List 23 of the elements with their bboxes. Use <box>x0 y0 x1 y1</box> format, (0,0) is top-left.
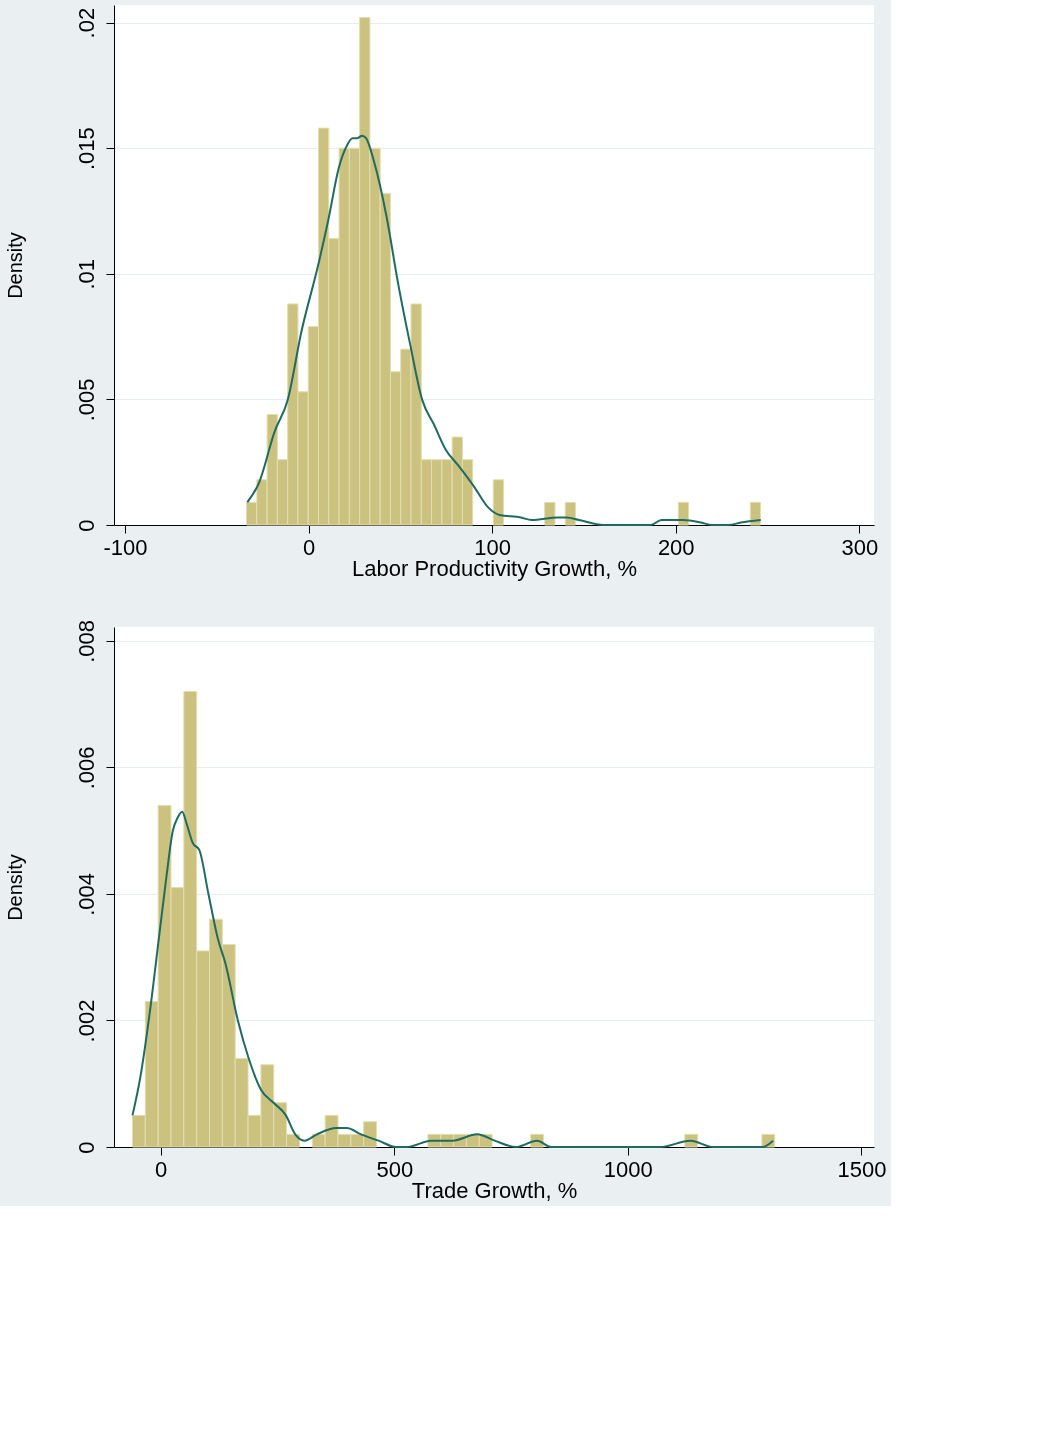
line-series <box>246 134 762 526</box>
x-tick-label: 500 <box>376 1156 414 1182</box>
x-tick-label: 0 <box>302 534 316 560</box>
x-tick-label: 300 <box>841 534 879 560</box>
x-tick-label: 1500 <box>837 1156 887 1182</box>
line-series <box>131 810 775 1148</box>
y-tick-label: .008 <box>73 620 99 663</box>
x-tick-label: 1000 <box>603 1156 653 1182</box>
y-tick-label: .01 <box>73 259 99 290</box>
y-axis-title: Density <box>3 854 26 921</box>
x-tick-label: 200 <box>657 534 695 560</box>
y-tick-label: .006 <box>73 746 99 790</box>
x-tick-label: -100 <box>103 534 148 560</box>
x-axis-title: Trade Growth, % <box>411 1177 578 1203</box>
y-axis-title: Density <box>3 232 26 299</box>
y-tick-label: 0 <box>73 519 99 532</box>
y-tick-label: .004 <box>73 873 99 916</box>
y-tick-label: .015 <box>73 127 99 171</box>
y-tick-label: .005 <box>73 378 99 422</box>
x-tick-label: 0 <box>155 1156 168 1182</box>
y-tick-label: .02 <box>73 7 99 39</box>
y-tick-label: .002 <box>73 999 99 1043</box>
y-tick-label: 0 <box>73 1141 99 1154</box>
